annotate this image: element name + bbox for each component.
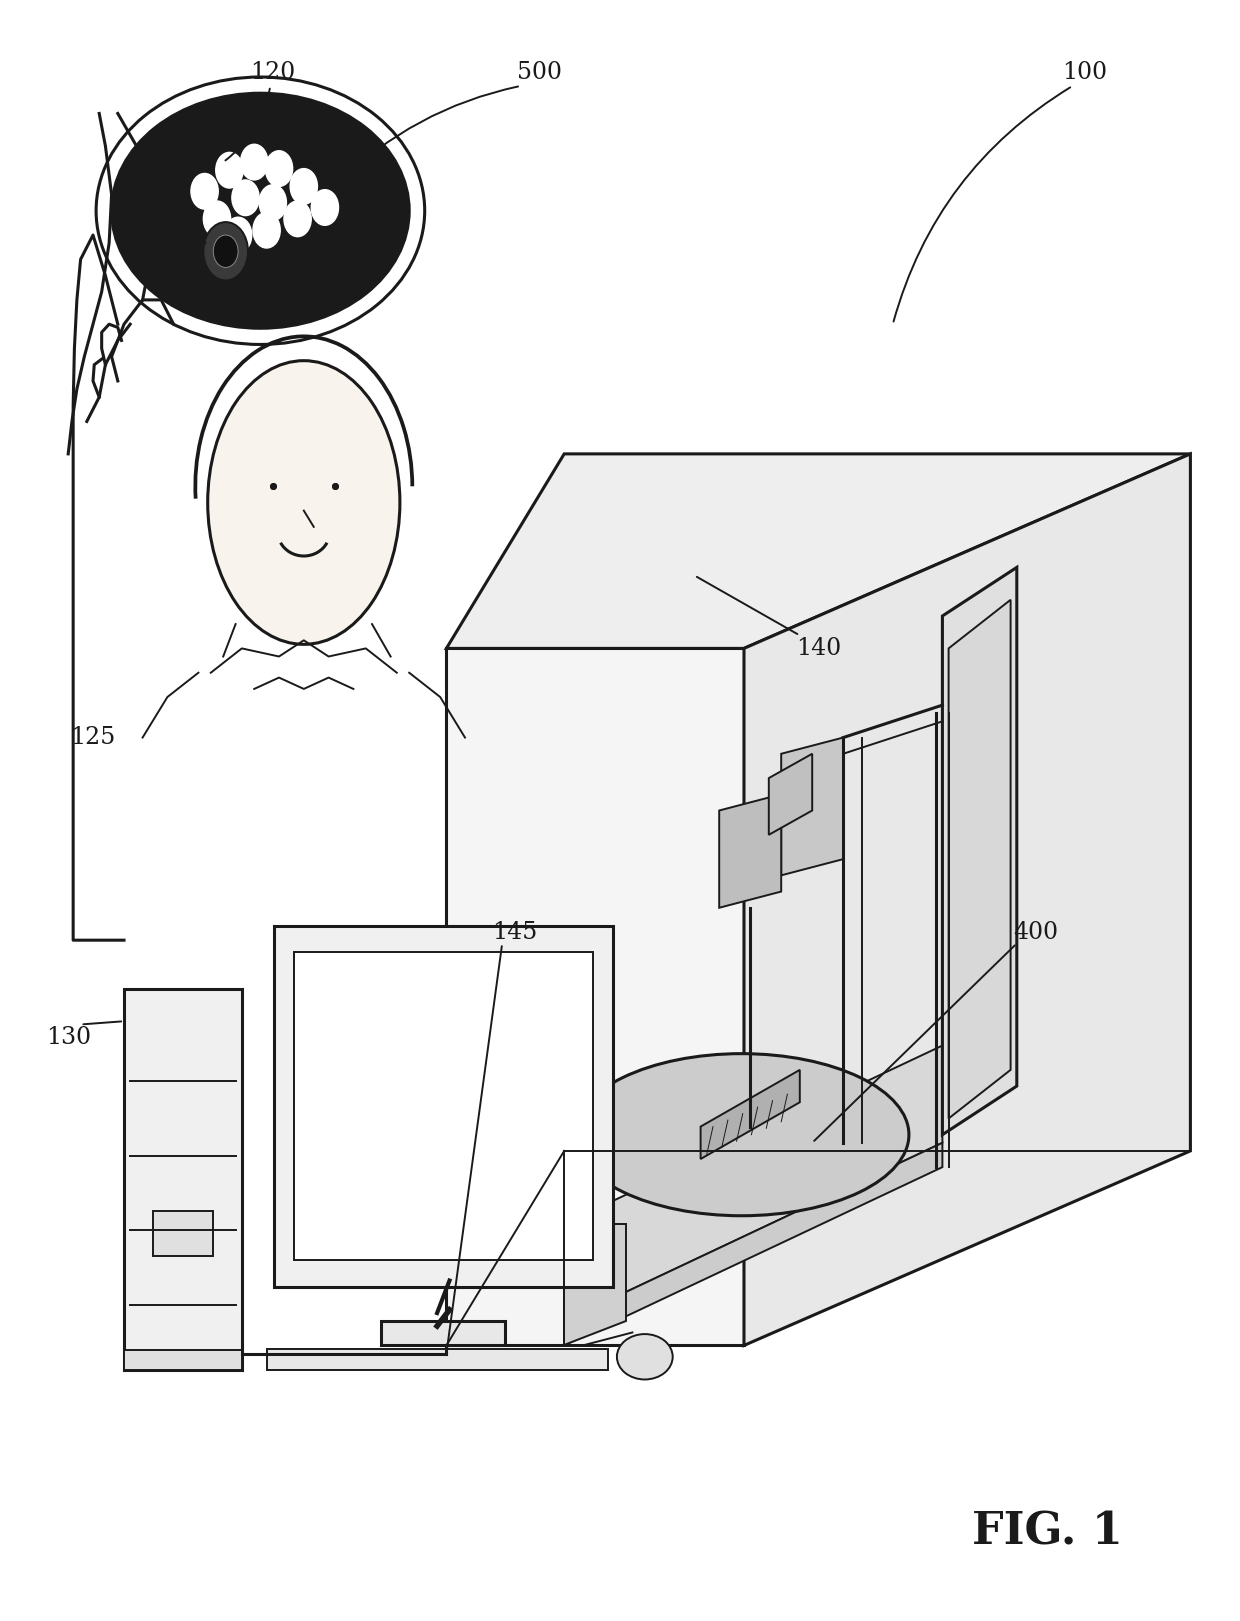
Polygon shape <box>719 794 781 908</box>
Text: FIG. 1: FIG. 1 <box>972 1511 1123 1553</box>
Polygon shape <box>564 1046 942 1321</box>
Polygon shape <box>701 1070 800 1159</box>
Text: 120: 120 <box>250 62 295 84</box>
Polygon shape <box>949 600 1011 1118</box>
Polygon shape <box>564 1224 626 1345</box>
Circle shape <box>224 217 252 253</box>
Ellipse shape <box>112 92 409 327</box>
Circle shape <box>311 190 339 225</box>
FancyBboxPatch shape <box>382 1321 506 1345</box>
Circle shape <box>232 180 259 216</box>
FancyBboxPatch shape <box>267 1349 608 1370</box>
Polygon shape <box>744 454 1190 1345</box>
Ellipse shape <box>618 1334 672 1379</box>
Polygon shape <box>769 754 812 835</box>
Circle shape <box>265 151 293 186</box>
Text: 145: 145 <box>492 921 537 943</box>
FancyBboxPatch shape <box>124 1350 242 1370</box>
Ellipse shape <box>574 1054 909 1216</box>
Polygon shape <box>942 567 1017 1135</box>
Circle shape <box>259 185 286 220</box>
Polygon shape <box>564 1143 942 1345</box>
Circle shape <box>213 235 238 267</box>
Text: 140: 140 <box>796 637 841 660</box>
Polygon shape <box>781 738 843 875</box>
FancyBboxPatch shape <box>274 926 613 1287</box>
Text: 400: 400 <box>1013 921 1058 943</box>
Circle shape <box>203 222 248 280</box>
Text: 100: 100 <box>1063 62 1107 84</box>
Circle shape <box>241 144 268 180</box>
FancyBboxPatch shape <box>154 1211 213 1256</box>
Text: 130: 130 <box>46 1026 91 1049</box>
FancyBboxPatch shape <box>294 952 593 1260</box>
Circle shape <box>290 169 317 204</box>
Circle shape <box>216 152 243 188</box>
Text: 125: 125 <box>71 726 115 749</box>
Polygon shape <box>446 454 1190 648</box>
Text: 500: 500 <box>517 62 562 84</box>
Polygon shape <box>446 648 744 1345</box>
Circle shape <box>191 173 218 209</box>
FancyBboxPatch shape <box>124 989 242 1370</box>
Ellipse shape <box>208 361 399 644</box>
Circle shape <box>203 201 231 237</box>
Circle shape <box>284 201 311 237</box>
Circle shape <box>253 212 280 248</box>
